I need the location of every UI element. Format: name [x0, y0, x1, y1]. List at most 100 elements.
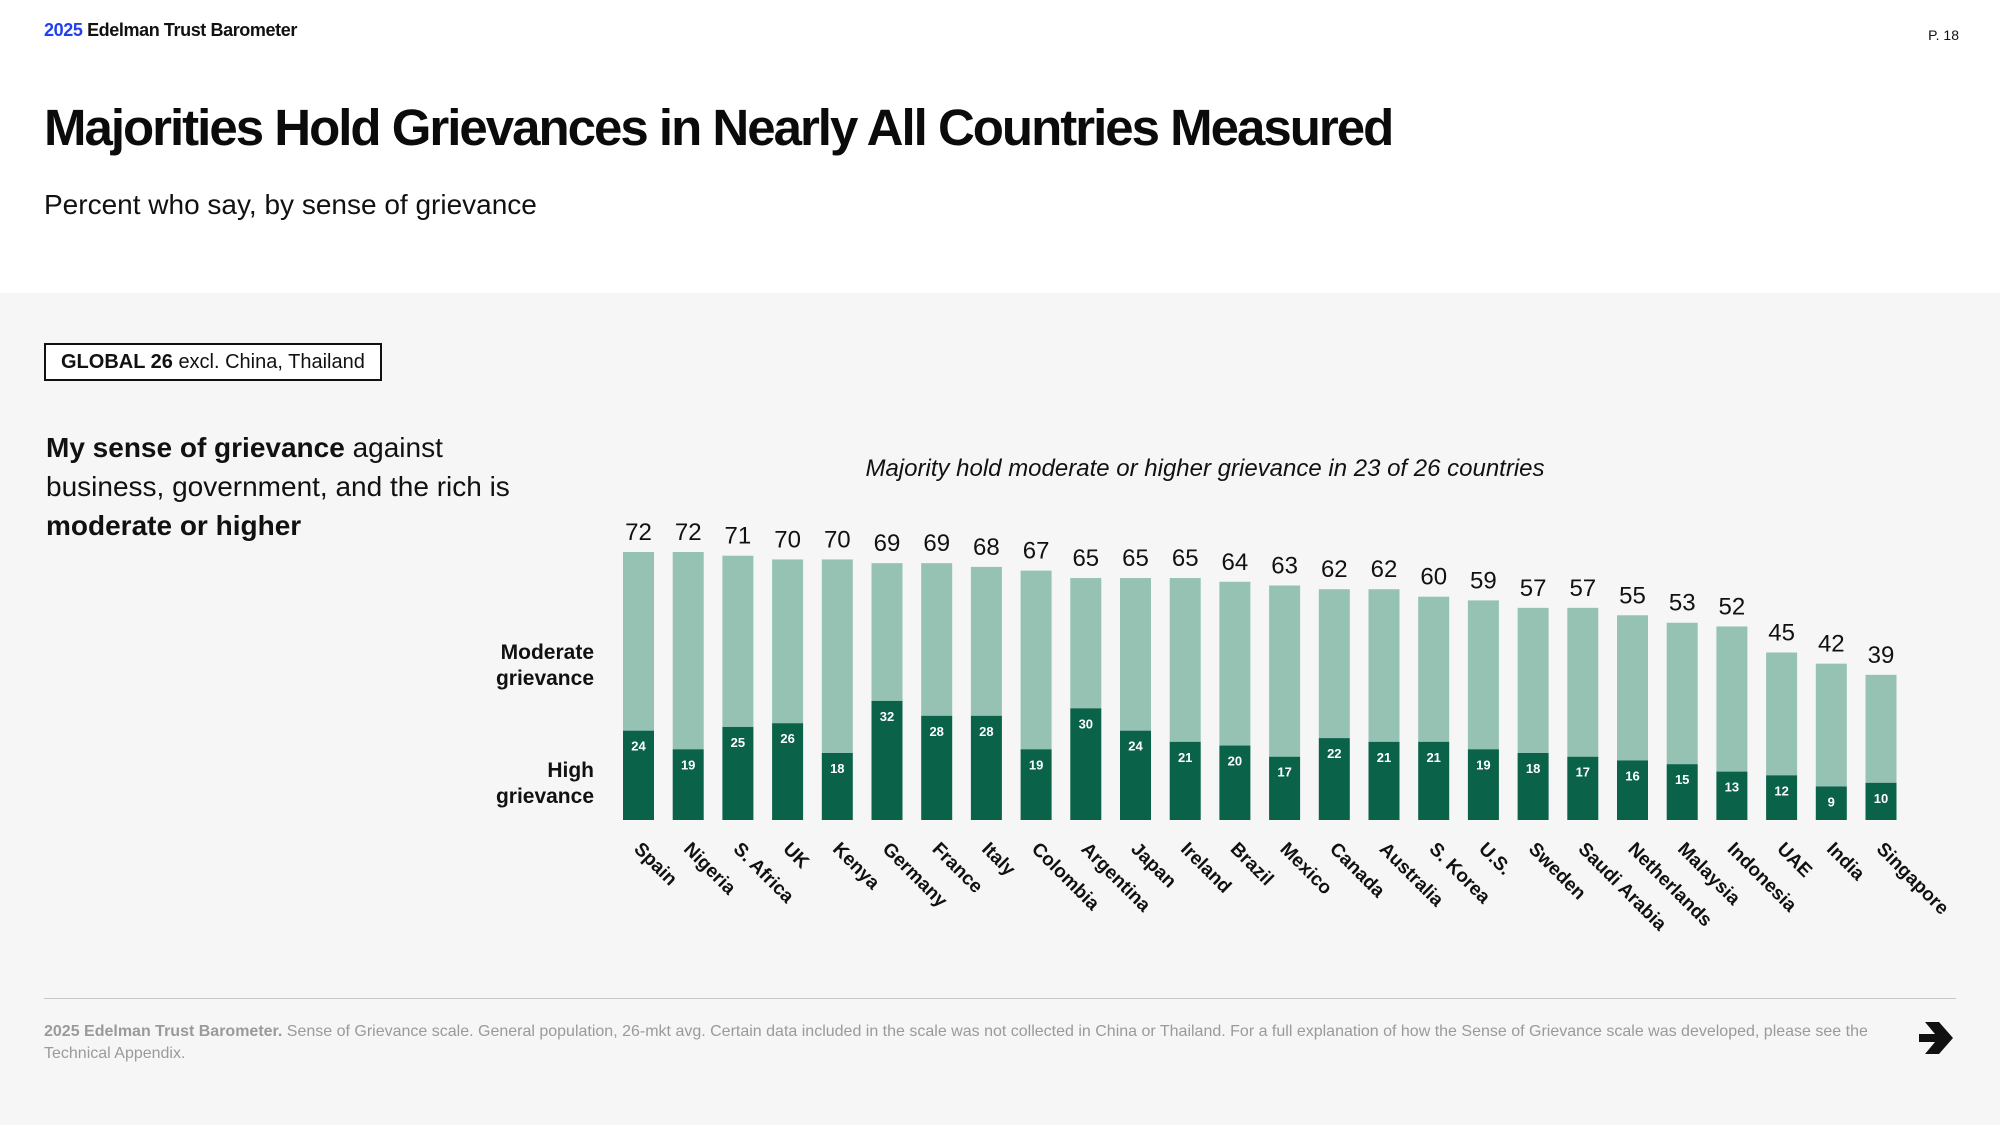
bar-moderate-uae	[1766, 652, 1798, 776]
total-label-s-africa: 71	[725, 523, 752, 550]
bar-high-australia	[1368, 741, 1400, 820]
high-label-australia: 21	[1377, 750, 1391, 765]
lead-bold-1: My sense of grievance	[46, 432, 345, 463]
total-label-canada: 62	[1321, 556, 1348, 583]
total-label-mexico: 63	[1271, 553, 1298, 580]
high-label-france: 28	[929, 724, 943, 739]
bar-high-colombia	[1020, 749, 1052, 820]
bar-moderate-france	[921, 563, 953, 716]
bar-high-saudi-arabia	[1567, 756, 1599, 820]
category-label-uk: UK	[779, 839, 813, 873]
total-label-indonesia: 52	[1719, 593, 1746, 620]
total-label-ireland: 65	[1172, 545, 1199, 572]
high-label-argentina: 30	[1079, 716, 1093, 731]
total-label-argentina: 65	[1072, 545, 1099, 572]
high-label-line-2: grievance	[495, 785, 594, 808]
total-label-u-s: 59	[1470, 567, 1497, 594]
page-subtitle: Percent who say, by sense of grievance	[44, 189, 537, 220]
lead-bold-2: moderate or higher	[46, 510, 302, 541]
category-label-singapore: Singapore	[1872, 839, 1953, 920]
category-label-spain: Spain	[629, 839, 680, 890]
bar-moderate-ireland	[1169, 578, 1201, 742]
bar-high-india	[1815, 786, 1847, 820]
lead-text: against business, government, and the ri…	[46, 432, 510, 502]
category-label-u-s: U.S.	[1474, 839, 1515, 880]
scope-tag-bold: GLOBAL 26	[61, 351, 173, 373]
bar-moderate-canada	[1318, 589, 1350, 739]
bar-moderate-spain	[623, 552, 654, 731]
bar-high-s-korea	[1418, 741, 1450, 820]
high-label-malaysia: 15	[1675, 772, 1689, 787]
total-label-singapore: 39	[1868, 642, 1895, 669]
bar-moderate-s-africa	[722, 555, 754, 727]
bar-moderate-malaysia	[1666, 622, 1698, 765]
bar-high-argentina	[1070, 708, 1102, 820]
high-label-netherlands: 16	[1625, 768, 1639, 783]
high-label-uk: 26	[780, 731, 794, 746]
high-label-italy: 28	[979, 724, 993, 739]
bar-high-france	[921, 715, 953, 820]
high-label-indonesia: 13	[1725, 780, 1739, 795]
chart-note: Majority hold moderate or higher grievan…	[865, 455, 1545, 482]
high-label-japan: 24	[1128, 739, 1143, 754]
category-label-ireland: Ireland	[1176, 839, 1235, 898]
high-label-india: 9	[1828, 795, 1835, 810]
bar-moderate-colombia	[1020, 570, 1052, 750]
moderate-grievance-label: Moderate grievance	[430, 640, 594, 692]
high-label-s-africa: 25	[731, 735, 745, 750]
bar-moderate-sweden	[1517, 607, 1549, 753]
total-label-australia: 62	[1371, 556, 1398, 583]
category-label-india: India	[1822, 839, 1869, 886]
footer-text: Sense of Grievance scale. General popula…	[44, 1023, 1868, 1062]
brand-year: 2025	[44, 20, 83, 40]
bar-moderate-indonesia	[1716, 626, 1748, 772]
footer-source: 2025 Edelman Trust Barometer.	[44, 1023, 283, 1040]
high-label-sweden: 18	[1526, 761, 1540, 776]
bar-moderate-nigeria	[672, 552, 704, 750]
high-label-line-1: High	[547, 759, 594, 782]
page-title: Majorities Hold Grievances in Nearly All…	[44, 99, 1394, 156]
bar-moderate-kenya	[821, 559, 853, 753]
category-label-nigeria: Nigeria	[679, 839, 740, 900]
high-label-saudi-arabia: 17	[1576, 765, 1590, 780]
high-label-uae: 12	[1774, 783, 1788, 798]
bar-moderate-singapore	[1865, 674, 1897, 783]
bar-high-singapore	[1865, 782, 1897, 820]
high-label-kenya: 18	[830, 761, 844, 776]
brand-logo: 2025 Edelman Trust Barometer	[44, 20, 297, 41]
bar-high-s-africa	[722, 726, 754, 820]
total-label-s-korea: 60	[1420, 564, 1447, 591]
high-label-s-korea: 21	[1426, 750, 1440, 765]
high-label-u-s: 19	[1476, 757, 1490, 772]
total-label-spain: 72	[625, 519, 652, 546]
bar-moderate-mexico	[1269, 585, 1301, 757]
bar-high-nigeria	[672, 749, 704, 820]
next-arrow-icon[interactable]	[1917, 1018, 1957, 1058]
high-label-spain: 24	[631, 739, 646, 754]
high-label-ireland: 21	[1178, 750, 1192, 765]
total-label-germany: 69	[874, 530, 901, 557]
scope-tag: GLOBAL 26 excl. China, Thailand	[44, 343, 382, 381]
total-label-netherlands: 55	[1619, 582, 1646, 609]
total-label-sweden: 57	[1520, 575, 1547, 602]
bar-moderate-germany	[871, 563, 903, 701]
bar-high-germany	[871, 700, 903, 820]
footer-note: 2025 Edelman Trust Barometer. Sense of G…	[44, 1021, 1884, 1065]
bar-moderate-u-s	[1467, 600, 1499, 750]
total-label-malaysia: 53	[1669, 590, 1696, 617]
bar-moderate-netherlands	[1617, 615, 1648, 761]
total-label-uae: 45	[1768, 620, 1795, 647]
category-label-italy: Italy	[977, 839, 1019, 881]
bar-moderate-italy	[970, 566, 1002, 716]
bar-high-ireland	[1169, 741, 1201, 820]
bar-moderate-india	[1815, 663, 1847, 787]
total-label-nigeria: 72	[675, 519, 702, 546]
category-label-kenya: Kenya	[828, 839, 883, 894]
bar-high-brazil	[1219, 745, 1251, 820]
bar-high-indonesia	[1716, 771, 1748, 820]
total-label-kenya: 70	[824, 526, 851, 553]
scope-tag-rest: excl. China, Thailand	[178, 351, 365, 373]
high-label-nigeria: 19	[681, 757, 695, 772]
bar-moderate-argentina	[1070, 578, 1102, 709]
